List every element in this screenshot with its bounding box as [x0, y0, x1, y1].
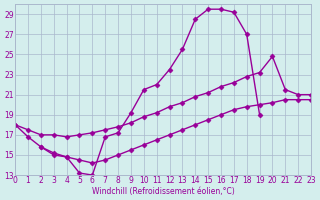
- X-axis label: Windchill (Refroidissement éolien,°C): Windchill (Refroidissement éolien,°C): [92, 187, 235, 196]
